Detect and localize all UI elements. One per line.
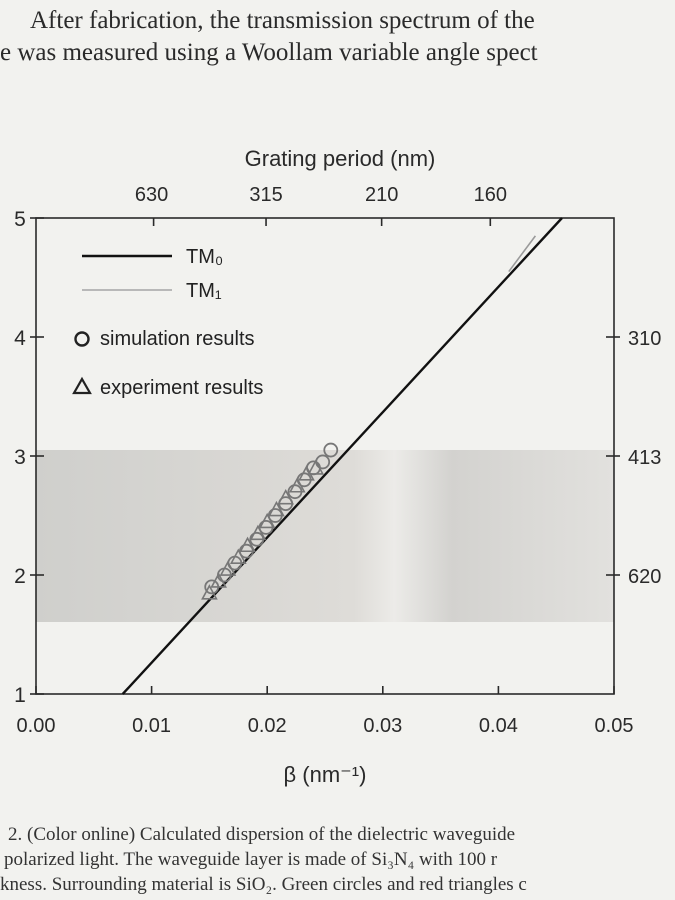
caption-line-2: polarized light. The waveguide layer is … <box>4 849 498 870</box>
y-tick-label: 5 <box>14 208 26 231</box>
caption-line-3: kness. Surrounding material is SiO₂. Gre… <box>0 874 527 895</box>
right-axis: 310 413 620 <box>606 328 661 588</box>
simulation-circle-point <box>227 555 243 571</box>
dispersion-chart: 0.00 0.01 0.02 0.03 0.04 0.05 1 2 3 4 5 630 315 210… <box>14 146 661 787</box>
x-tick-label: 0.04 <box>479 715 518 737</box>
top-tick-label: 210 <box>365 184 398 206</box>
figure-caption: 2. (Color online) Calculated dispersion … <box>0 822 675 897</box>
simulation-circle-point <box>267 508 283 523</box>
right-tick-label: 310 <box>628 328 661 350</box>
x-tick-label: 0.00 <box>17 715 56 737</box>
x-axis-label: β (nm⁻¹) <box>284 762 367 787</box>
right-tick-label: 620 <box>628 566 661 588</box>
legend-label-experiment: experiment results <box>100 377 263 399</box>
y-tick-label: 4 <box>14 327 26 350</box>
right-tick-label: 413 <box>628 447 661 469</box>
simulation-circle-point <box>238 543 254 559</box>
simulation-circle-point <box>249 531 265 547</box>
y-tick-label: 1 <box>14 684 26 707</box>
simulation-circle-point <box>217 567 232 583</box>
legend-label-tm1: TM₁ <box>186 280 222 302</box>
x-tick-label: 0.02 <box>248 715 287 737</box>
y-tick-label: 2 <box>14 565 26 588</box>
body-text: After fabrication, the transmission spec… <box>0 0 675 72</box>
series-tm1-line <box>508 235 537 273</box>
simulation-circle-point <box>323 442 339 458</box>
legend-triangle-marker <box>72 376 92 395</box>
top-tick-label: 630 <box>135 184 168 206</box>
simulation-circle-point <box>287 484 303 500</box>
y-axis: 1 2 3 4 5 <box>14 208 44 707</box>
y-tick-label: 3 <box>14 446 26 469</box>
simulation-circle-point <box>278 496 294 512</box>
legend-circle-marker <box>74 331 90 347</box>
top-tick-label: 315 <box>249 184 282 206</box>
body-line-2: e was measured using a Woollam variable … <box>0 39 538 66</box>
x-tick-label: 0.01 <box>132 715 171 737</box>
simulation-circle-point <box>204 579 220 595</box>
x-axis: 0.00 0.01 0.02 0.03 0.04 0.05 <box>17 686 634 737</box>
legend-label-simulation: simulation results <box>100 328 255 350</box>
simulation-circle-point <box>296 472 312 488</box>
simulation-circle-point <box>258 520 274 535</box>
top-axis: 630 315 210 160 <box>135 184 507 226</box>
x-tick-label: 0.05 <box>595 715 634 737</box>
experiment-triangle-point <box>201 584 218 600</box>
shaded-band <box>36 450 614 622</box>
body-line-1: After fabrication, the transmission spec… <box>30 7 535 34</box>
top-tick-label: 160 <box>474 184 507 206</box>
caption-line-1: 2. (Color online) Calculated dispersion … <box>8 824 516 845</box>
x-tick-label: 0.03 <box>363 715 402 737</box>
legend: TM₀ TM₁ simulation results experiment re… <box>72 246 263 399</box>
legend-label-tm0: TM₀ <box>186 246 223 268</box>
top-axis-label: Grating period (nm) <box>245 146 436 171</box>
series-group <box>121 217 563 695</box>
series-tm0-line <box>121 217 563 695</box>
simulation-circle-point <box>315 454 331 470</box>
